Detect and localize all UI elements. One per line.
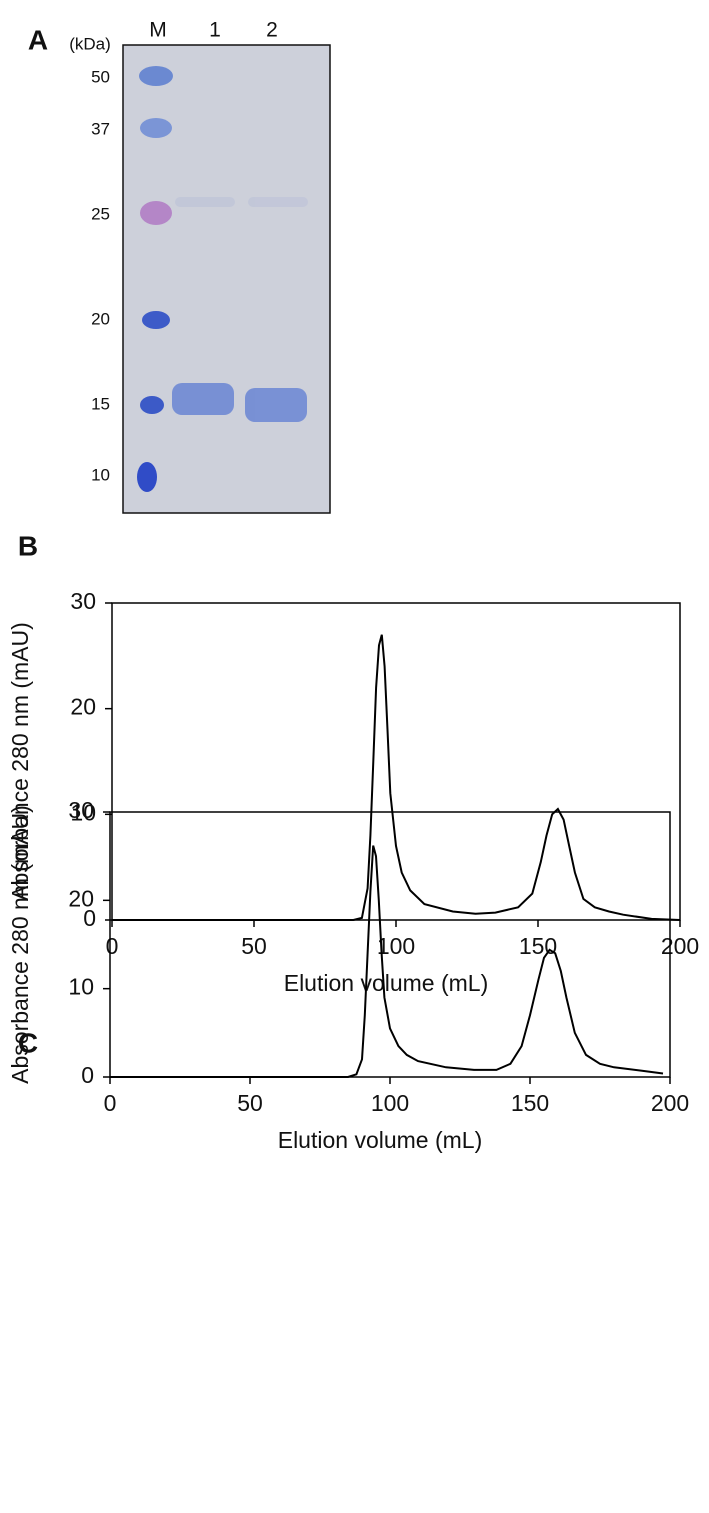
lane-label: M	[149, 19, 167, 42]
data-line	[112, 634, 681, 921]
y-tick-label: 30	[68, 797, 94, 823]
lane-label: 1	[209, 19, 221, 42]
x-tick-label: 0	[106, 933, 119, 959]
y-tick-label: 20	[68, 885, 94, 911]
marker-label: 10	[91, 465, 110, 484]
x-tick-label: 150	[519, 933, 557, 959]
lane-label: 2	[266, 19, 278, 42]
data-line	[110, 845, 664, 1078]
x-tick-label: 200	[651, 1090, 689, 1116]
panel-label: A	[28, 24, 48, 55]
y-tick-label: 20	[70, 694, 96, 720]
x-tick-label: 100	[371, 1090, 409, 1116]
gel-image	[122, 44, 331, 514]
x-axis-label: Elution volume (mL)	[284, 970, 489, 996]
x-tick-label: 100	[377, 933, 415, 959]
y-axis-label: Absorbance 280 nm (mAU)	[7, 622, 33, 901]
y-tick-label: 10	[70, 799, 96, 825]
panel-label: C	[18, 1027, 38, 1058]
y-tick-label: 0	[83, 905, 96, 931]
x-tick-label: 0	[104, 1090, 117, 1116]
y-axis-label: Absorbance 280 nm (mAU)	[7, 805, 33, 1084]
x-tick-label: 200	[661, 933, 699, 959]
x-tick-label: 50	[237, 1090, 263, 1116]
marker-label: 37	[91, 119, 110, 138]
x-tick-label: 50	[241, 933, 267, 959]
gel-panel: A (kDa)	[28, 24, 331, 514]
marker-label: 50	[91, 67, 110, 86]
y-tick-label: 30	[70, 588, 96, 614]
gel-unit: (kDa)	[69, 34, 111, 53]
gel-bands	[137, 66, 308, 492]
marker-label: 20	[91, 309, 110, 328]
marker-label: 25	[91, 204, 110, 223]
panel-label: B	[18, 530, 38, 561]
marker-label: 15	[91, 394, 110, 413]
chart-panel: B 0 50 100 150 200 0 10 20 30 Elution volume (mL) A…	[7, 530, 699, 996]
y-tick-label: 0	[81, 1062, 94, 1088]
plot-frame	[111, 602, 681, 921]
x-tick-label: 150	[511, 1090, 549, 1116]
x-axis-label: Elution volume (mL)	[278, 1127, 483, 1153]
y-tick-label: 10	[68, 974, 94, 1000]
